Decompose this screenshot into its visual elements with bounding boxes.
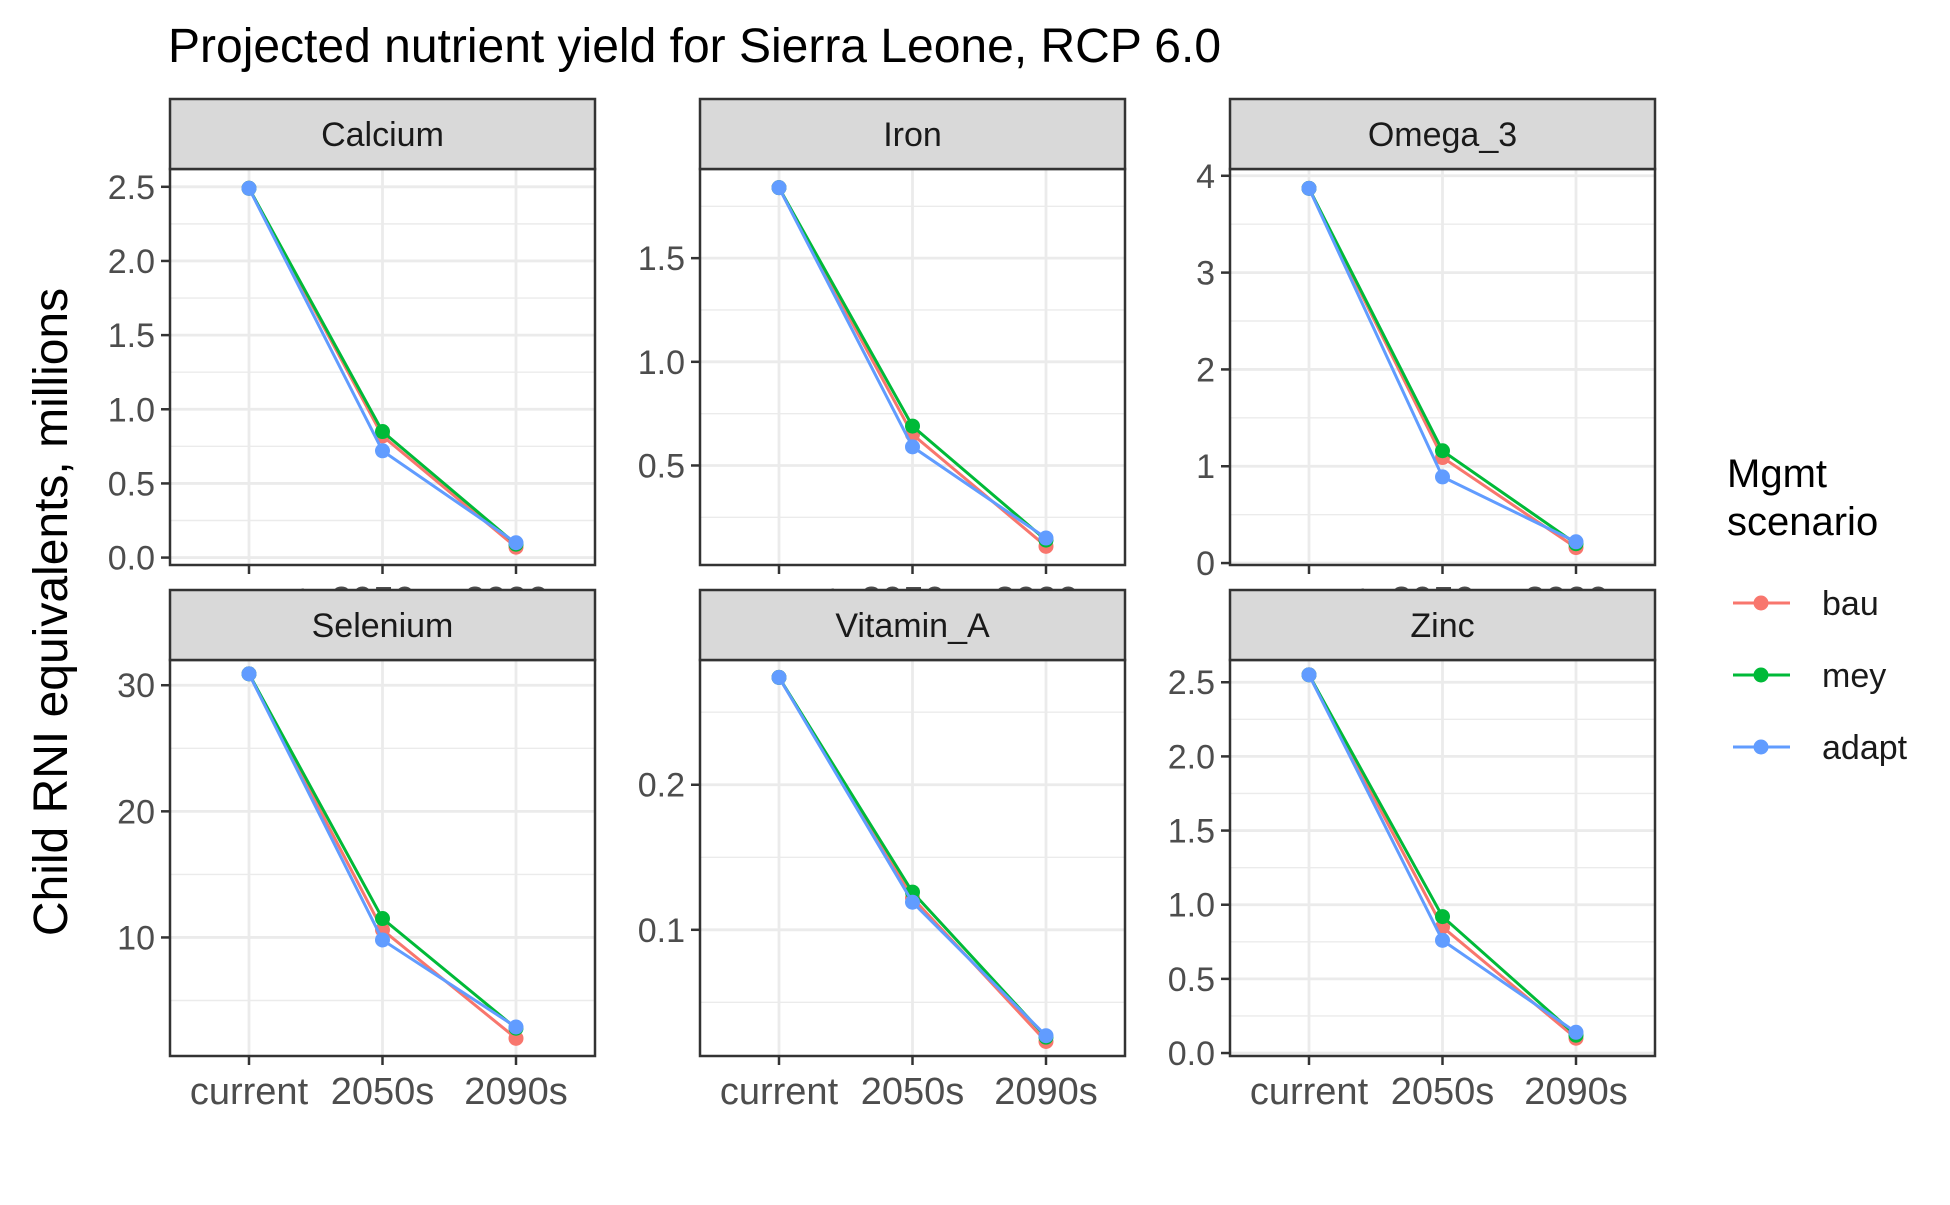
- data-point-adapt-2050s: [1435, 932, 1450, 948]
- y-tick-label: 1.5: [108, 317, 155, 355]
- y-tick-label: 30: [117, 667, 155, 705]
- legend-label-mey: mey: [1822, 657, 1886, 695]
- y-axis-label: Child RNI equivalents, millions: [25, 288, 78, 936]
- facet-panel-vitamin-a: Vitamin_A 0.1 0.2 current 2050s 2090s: [638, 588, 1127, 1113]
- data-point-adapt-2090s: [1038, 530, 1054, 546]
- y-tick-label: 0.2: [638, 767, 685, 805]
- data-point-adapt-2090s: [1038, 1028, 1054, 1044]
- data-point-mey-2050s: [1435, 443, 1450, 459]
- facet-panel-omega-3: Omega_301234current2050s2090s: [1196, 97, 1657, 622]
- legend-title: Mgmt scenario: [1727, 452, 1878, 544]
- y-tick-label: 0.1: [638, 912, 685, 950]
- y-tick-label: 0.5: [1168, 961, 1215, 999]
- facet-strip: [698, 588, 1127, 662]
- y-tick-label: 1.5: [638, 240, 685, 278]
- x-tick-label-2090s: 2090s: [994, 1071, 1098, 1113]
- y-tick-label: 2.5: [1168, 664, 1215, 702]
- data-point-adapt-2050s: [1435, 469, 1450, 485]
- legend-key-point: [1753, 595, 1769, 611]
- x-tick-label-current: current: [190, 1071, 309, 1113]
- x-tick-label-current: current: [1250, 1071, 1369, 1113]
- data-point-adapt-2050s: [905, 439, 920, 455]
- x-tick-label-2090s: 2090s: [1524, 1071, 1628, 1113]
- facet-strip: [1228, 588, 1657, 662]
- x-tick-label-2090s: 2090s: [464, 1071, 568, 1113]
- x-tick-label-2050s: 2050s: [1391, 1071, 1495, 1113]
- y-tick-label: 3: [1196, 255, 1215, 293]
- y-tick-label: 2.5: [108, 169, 155, 207]
- facet-strip-label: Vitamin_A: [835, 607, 990, 645]
- x-tick-label-2050s: 2050s: [861, 1071, 965, 1113]
- facet-strip-label: Iron: [883, 116, 942, 154]
- facet-strip: [1228, 97, 1657, 171]
- facet-strip-label: Omega_3: [1368, 116, 1517, 154]
- data-point-adapt-current: [1301, 667, 1317, 683]
- legend-label-bau: bau: [1822, 585, 1879, 623]
- legend: Mgmt scenario bau mey adapt: [1727, 452, 1908, 767]
- y-tick-label: 1.5: [1168, 813, 1215, 851]
- y-tick-label: 0.5: [108, 465, 155, 503]
- y-tick-label: 10: [117, 919, 155, 957]
- data-point-adapt-2050s: [905, 894, 920, 910]
- legend-key-bau: [1733, 595, 1790, 611]
- data-point-mey-2050s: [1435, 909, 1450, 925]
- y-tick-label: 2.0: [108, 243, 155, 281]
- y-tick-label: 0.0: [108, 540, 155, 578]
- facet-panel-zinc: Zinc 0.0 0.5 1.0 1.5 2.0 2.5 current 2050s 2090s: [1168, 588, 1657, 1113]
- legend-key-point: [1753, 739, 1769, 755]
- data-point-adapt-current: [241, 666, 257, 682]
- legend-label-adapt: adapt: [1822, 729, 1908, 767]
- y-tick-label: 0.0: [1168, 1035, 1215, 1073]
- facet-panel-calcium: Calcium0.00.51.01.52.02.5current2050s209…: [108, 97, 597, 622]
- facet-panel-selenium: Selenium 10 20 30 current 2050s 2090s: [117, 588, 597, 1113]
- facet-strip: [698, 97, 1127, 171]
- facet-strip: [168, 97, 597, 171]
- y-tick-label: 1: [1196, 448, 1215, 486]
- legend-key-mey: [1733, 667, 1790, 683]
- data-point-adapt-current: [1301, 180, 1317, 196]
- data-point-adapt-current: [771, 669, 787, 685]
- data-point-adapt-current: [771, 180, 787, 196]
- legend-key-point: [1753, 667, 1769, 683]
- y-tick-label: 4: [1196, 158, 1215, 196]
- y-tick-label: 1.0: [108, 391, 155, 429]
- legend-title-line: Mgmt: [1727, 452, 1827, 496]
- x-tick-label-current: current: [720, 1071, 839, 1113]
- data-point-adapt-2090s: [1568, 534, 1584, 550]
- facet-strip-label: Calcium: [321, 116, 444, 154]
- x-tick-label-2050s: 2050s: [331, 1071, 435, 1113]
- data-point-mey-2050s: [375, 911, 390, 927]
- y-tick-label: 0: [1196, 545, 1215, 583]
- y-tick-label: 2: [1196, 351, 1215, 389]
- data-point-adapt-current: [241, 180, 257, 196]
- y-tick-label: 0.5: [638, 447, 685, 485]
- y-tick-label: 20: [117, 793, 155, 831]
- facet-strip-label: Zinc: [1410, 607, 1474, 645]
- chart-title: Projected nutrient yield for Sierra Leon…: [168, 20, 1221, 73]
- legend-title-line: scenario: [1727, 500, 1878, 544]
- data-point-adapt-2090s: [508, 1019, 524, 1035]
- data-point-adapt-2050s: [375, 932, 390, 948]
- facet-strip: [168, 588, 597, 662]
- y-tick-label: 1.0: [1168, 887, 1215, 925]
- y-tick-label: 1.0: [638, 344, 685, 382]
- facet-strip-label: Selenium: [312, 607, 454, 645]
- data-point-adapt-2050s: [375, 443, 390, 459]
- data-point-mey-2050s: [905, 418, 920, 434]
- y-tick-label: 2.0: [1168, 738, 1215, 776]
- data-point-adapt-2090s: [1568, 1024, 1584, 1040]
- data-point-adapt-2090s: [508, 535, 524, 551]
- legend-key-adapt: [1733, 739, 1790, 755]
- data-point-mey-2050s: [375, 424, 390, 440]
